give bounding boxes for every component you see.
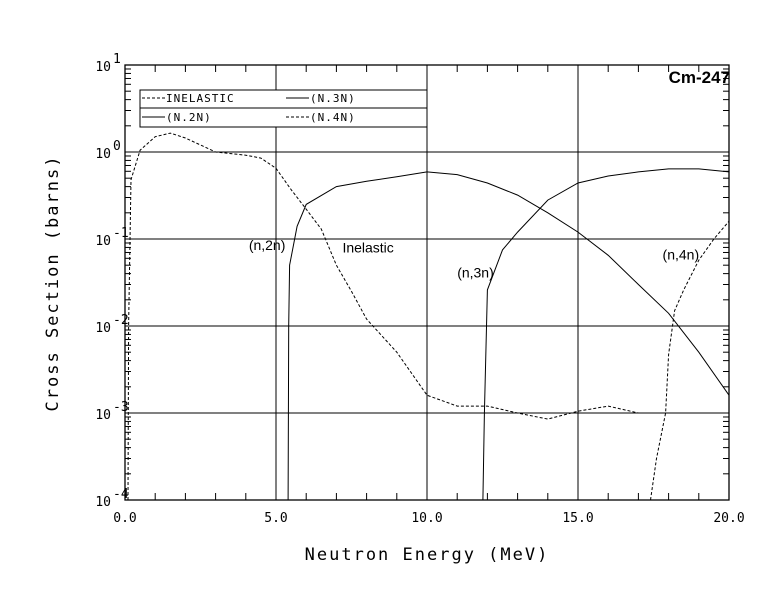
y-tick-label: 10	[95, 60, 111, 75]
legend-label: (N.2N)	[166, 111, 212, 124]
x-tick-label: 15.0	[562, 511, 593, 526]
y-tick-label: 10	[95, 408, 111, 423]
legend: INELASTIC (N.3N) (N.2N) (N.4N)	[139, 89, 428, 128]
x-tick-label: 5.0	[264, 511, 287, 526]
curve-annotation: (n,3n)	[457, 265, 494, 281]
curve-annotation: Inelastic	[342, 239, 393, 255]
legend-label: (N.4N)	[310, 111, 356, 124]
chart-title: Cm-247	[669, 68, 730, 87]
y-tick-exponent: -3	[113, 400, 129, 415]
y-tick-exponent: -2	[113, 313, 129, 328]
y-tick-label: 10	[95, 495, 111, 510]
legend-label: (N.3N)	[310, 92, 356, 105]
series-line-n2n	[287, 171, 730, 501]
y-tick-exponent: -4	[113, 487, 129, 502]
y-tick-label: 10	[95, 147, 111, 162]
x-axis-label: Neutron Energy (MeV)	[305, 545, 550, 565]
curve-annotation: (n,4n)	[663, 247, 700, 263]
x-tick-label: 10.0	[411, 511, 442, 526]
x-tick-label: 0.0	[113, 511, 136, 526]
series-line-n4n	[650, 220, 730, 501]
y-tick-exponent: 1	[113, 52, 121, 67]
y-tick-exponent: 0	[113, 139, 121, 154]
curve-annotation: (n,2n)	[249, 237, 286, 253]
legend-label: INELASTIC	[166, 92, 235, 105]
y-tick-label: 10	[95, 234, 111, 249]
series-line-n3n	[482, 168, 730, 501]
series-line-inelastic	[127, 132, 729, 501]
x-tick-label: 20.0	[713, 511, 744, 526]
y-tick-label: 10	[95, 321, 111, 336]
y-tick-exponent: -1	[113, 226, 129, 241]
y-axis-label: Cross Section (barns)	[43, 155, 63, 412]
